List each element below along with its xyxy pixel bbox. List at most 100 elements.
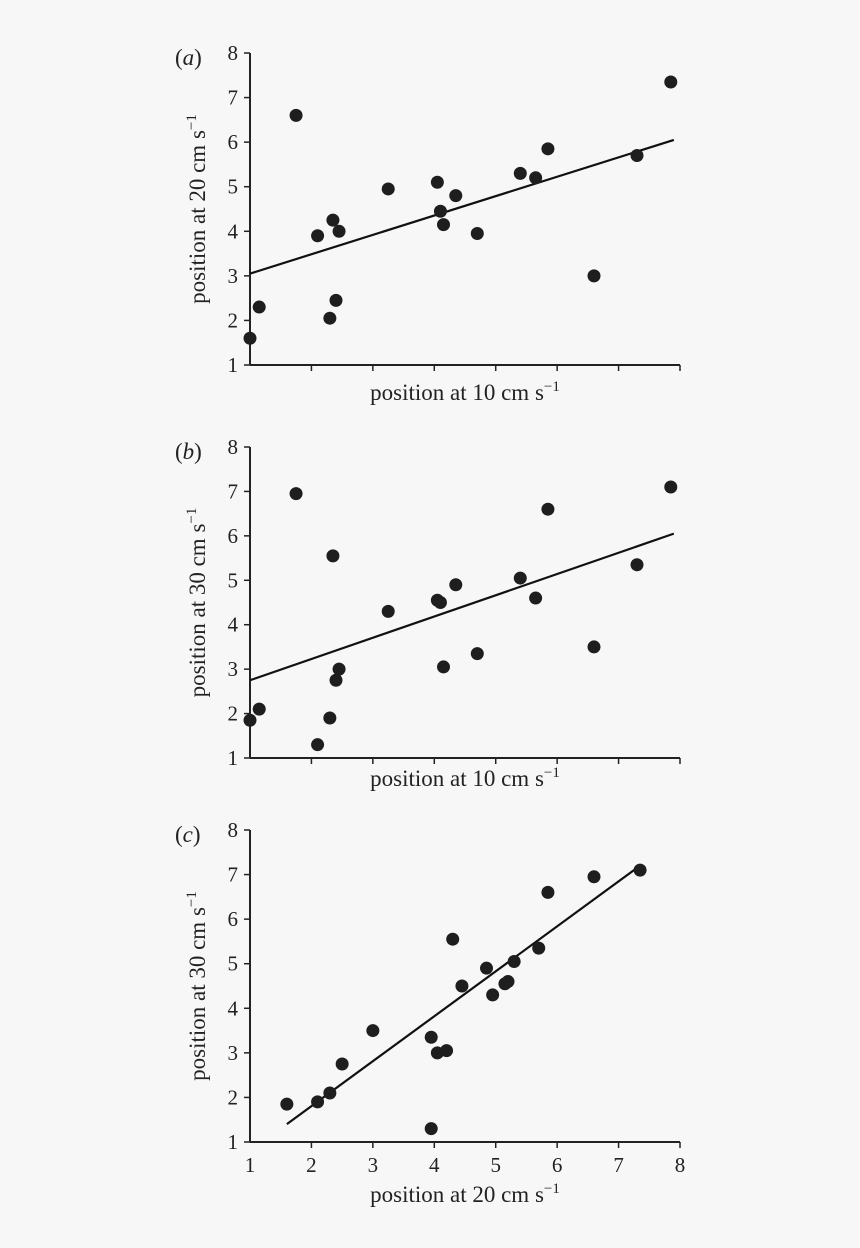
data-point bbox=[311, 229, 325, 243]
y-tick-label: 6 bbox=[228, 130, 239, 154]
y-tick-label: 3 bbox=[228, 657, 239, 681]
y-tick-label: 5 bbox=[228, 568, 239, 592]
data-point bbox=[323, 311, 337, 325]
x-axis-label: position at 20 cm s−1 bbox=[370, 1181, 560, 1207]
data-point bbox=[332, 224, 346, 238]
y-tick-label: 7 bbox=[228, 86, 239, 110]
data-point bbox=[541, 502, 555, 516]
data-point bbox=[323, 1086, 337, 1100]
data-point bbox=[532, 941, 546, 955]
y-axis-label: position at 30 cm s−1 bbox=[184, 891, 210, 1081]
x-tick-label: 6 bbox=[552, 1153, 563, 1177]
data-point bbox=[664, 75, 678, 89]
y-axis-label: position at 20 cm s−1 bbox=[184, 114, 210, 304]
data-point bbox=[587, 269, 601, 283]
y-tick-label: 8 bbox=[228, 435, 239, 459]
y-tick-label: 3 bbox=[228, 264, 239, 288]
y-tick-label: 8 bbox=[228, 818, 239, 842]
data-point bbox=[252, 300, 266, 314]
data-point bbox=[513, 166, 527, 180]
data-point bbox=[630, 558, 644, 572]
regression-line bbox=[286, 866, 638, 1126]
data-point bbox=[329, 293, 343, 307]
data-point bbox=[381, 604, 395, 618]
data-point bbox=[326, 213, 340, 227]
x-tick-label: 4 bbox=[429, 1153, 440, 1177]
data-point bbox=[633, 863, 647, 877]
data-point bbox=[470, 227, 484, 241]
data-point bbox=[323, 711, 337, 725]
data-point bbox=[326, 549, 340, 563]
y-tick-label: 1 bbox=[228, 746, 239, 770]
y-tick-label: 5 bbox=[228, 952, 239, 976]
data-point bbox=[455, 979, 469, 993]
data-point bbox=[332, 662, 346, 676]
data-point bbox=[437, 660, 450, 674]
panel-label: (b) bbox=[175, 439, 202, 464]
y-tick-label: 6 bbox=[228, 907, 239, 931]
data-point bbox=[433, 204, 447, 218]
data-point bbox=[513, 571, 527, 585]
data-point bbox=[289, 487, 303, 501]
data-point bbox=[280, 1097, 294, 1111]
data-point bbox=[587, 870, 601, 884]
y-tick-label: 6 bbox=[228, 524, 239, 548]
y-tick-label: 4 bbox=[228, 613, 239, 637]
data-point bbox=[507, 954, 521, 968]
panel-c: 1 2 3 4 5 6 7 8 1 2 3 4 5 6 7 8 (c) position at 20 cm s−1… bbox=[175, 818, 685, 1207]
data-point bbox=[480, 961, 493, 975]
panel-label: (c) bbox=[175, 822, 201, 847]
data-point bbox=[486, 988, 500, 1002]
x-tick-label: 2 bbox=[306, 1153, 317, 1177]
data-point bbox=[381, 182, 395, 196]
panel-b: 1 2 3 4 5 6 7 8 (b) position at 10 cm s−1 position… bbox=[175, 435, 681, 791]
y-tick-label: 7 bbox=[228, 863, 239, 887]
regression-line bbox=[249, 138, 675, 275]
data-point bbox=[424, 1122, 438, 1136]
data-point bbox=[424, 1030, 438, 1044]
x-tick-label: 5 bbox=[490, 1153, 501, 1177]
x-tick-label: 1 bbox=[245, 1153, 256, 1177]
panel-label: (a) bbox=[175, 45, 202, 70]
data-point bbox=[243, 331, 257, 345]
x-axis-label: position at 10 cm s−1 bbox=[370, 379, 560, 405]
data-point bbox=[630, 149, 644, 163]
y-tick-label: 4 bbox=[228, 219, 239, 243]
data-point bbox=[311, 1095, 325, 1109]
panel-a: 1 2 3 4 5 6 7 8 (a) position at 10 cm s−1 position… bbox=[175, 41, 681, 405]
data-point bbox=[501, 975, 515, 989]
data-point bbox=[243, 713, 257, 727]
data-point bbox=[470, 647, 484, 661]
x-tick-label: 7 bbox=[613, 1153, 624, 1177]
y-tick-label: 1 bbox=[228, 1130, 239, 1154]
y-tick-label: 2 bbox=[228, 1085, 239, 1109]
data-point bbox=[529, 591, 543, 605]
y-tick-label: 1 bbox=[228, 353, 239, 377]
data-point bbox=[440, 1044, 454, 1058]
y-tick-label: 2 bbox=[228, 308, 239, 332]
data-point bbox=[335, 1057, 349, 1071]
y-tick-label: 2 bbox=[228, 702, 239, 726]
x-axis-label: position at 10 cm s−1 bbox=[370, 765, 560, 791]
data-point bbox=[252, 702, 266, 716]
y-axis-label: position at 30 cm s−1 bbox=[184, 508, 210, 698]
x-tick-label: 8 bbox=[675, 1153, 686, 1177]
regression-line bbox=[249, 532, 675, 682]
data-point bbox=[541, 885, 555, 899]
x-tick-label: 3 bbox=[368, 1153, 379, 1177]
data-point bbox=[449, 578, 463, 592]
y-tick-label: 5 bbox=[228, 175, 239, 199]
data-point bbox=[430, 175, 444, 189]
data-point bbox=[433, 596, 447, 609]
y-tick-label: 3 bbox=[228, 1041, 239, 1065]
data-point bbox=[541, 142, 555, 156]
data-point bbox=[366, 1024, 380, 1038]
data-point bbox=[587, 640, 601, 654]
y-tick-label: 4 bbox=[228, 996, 239, 1020]
data-point bbox=[437, 218, 450, 232]
data-point bbox=[449, 189, 463, 203]
data-point bbox=[329, 673, 343, 687]
data-point bbox=[529, 171, 543, 185]
data-point bbox=[664, 480, 678, 494]
